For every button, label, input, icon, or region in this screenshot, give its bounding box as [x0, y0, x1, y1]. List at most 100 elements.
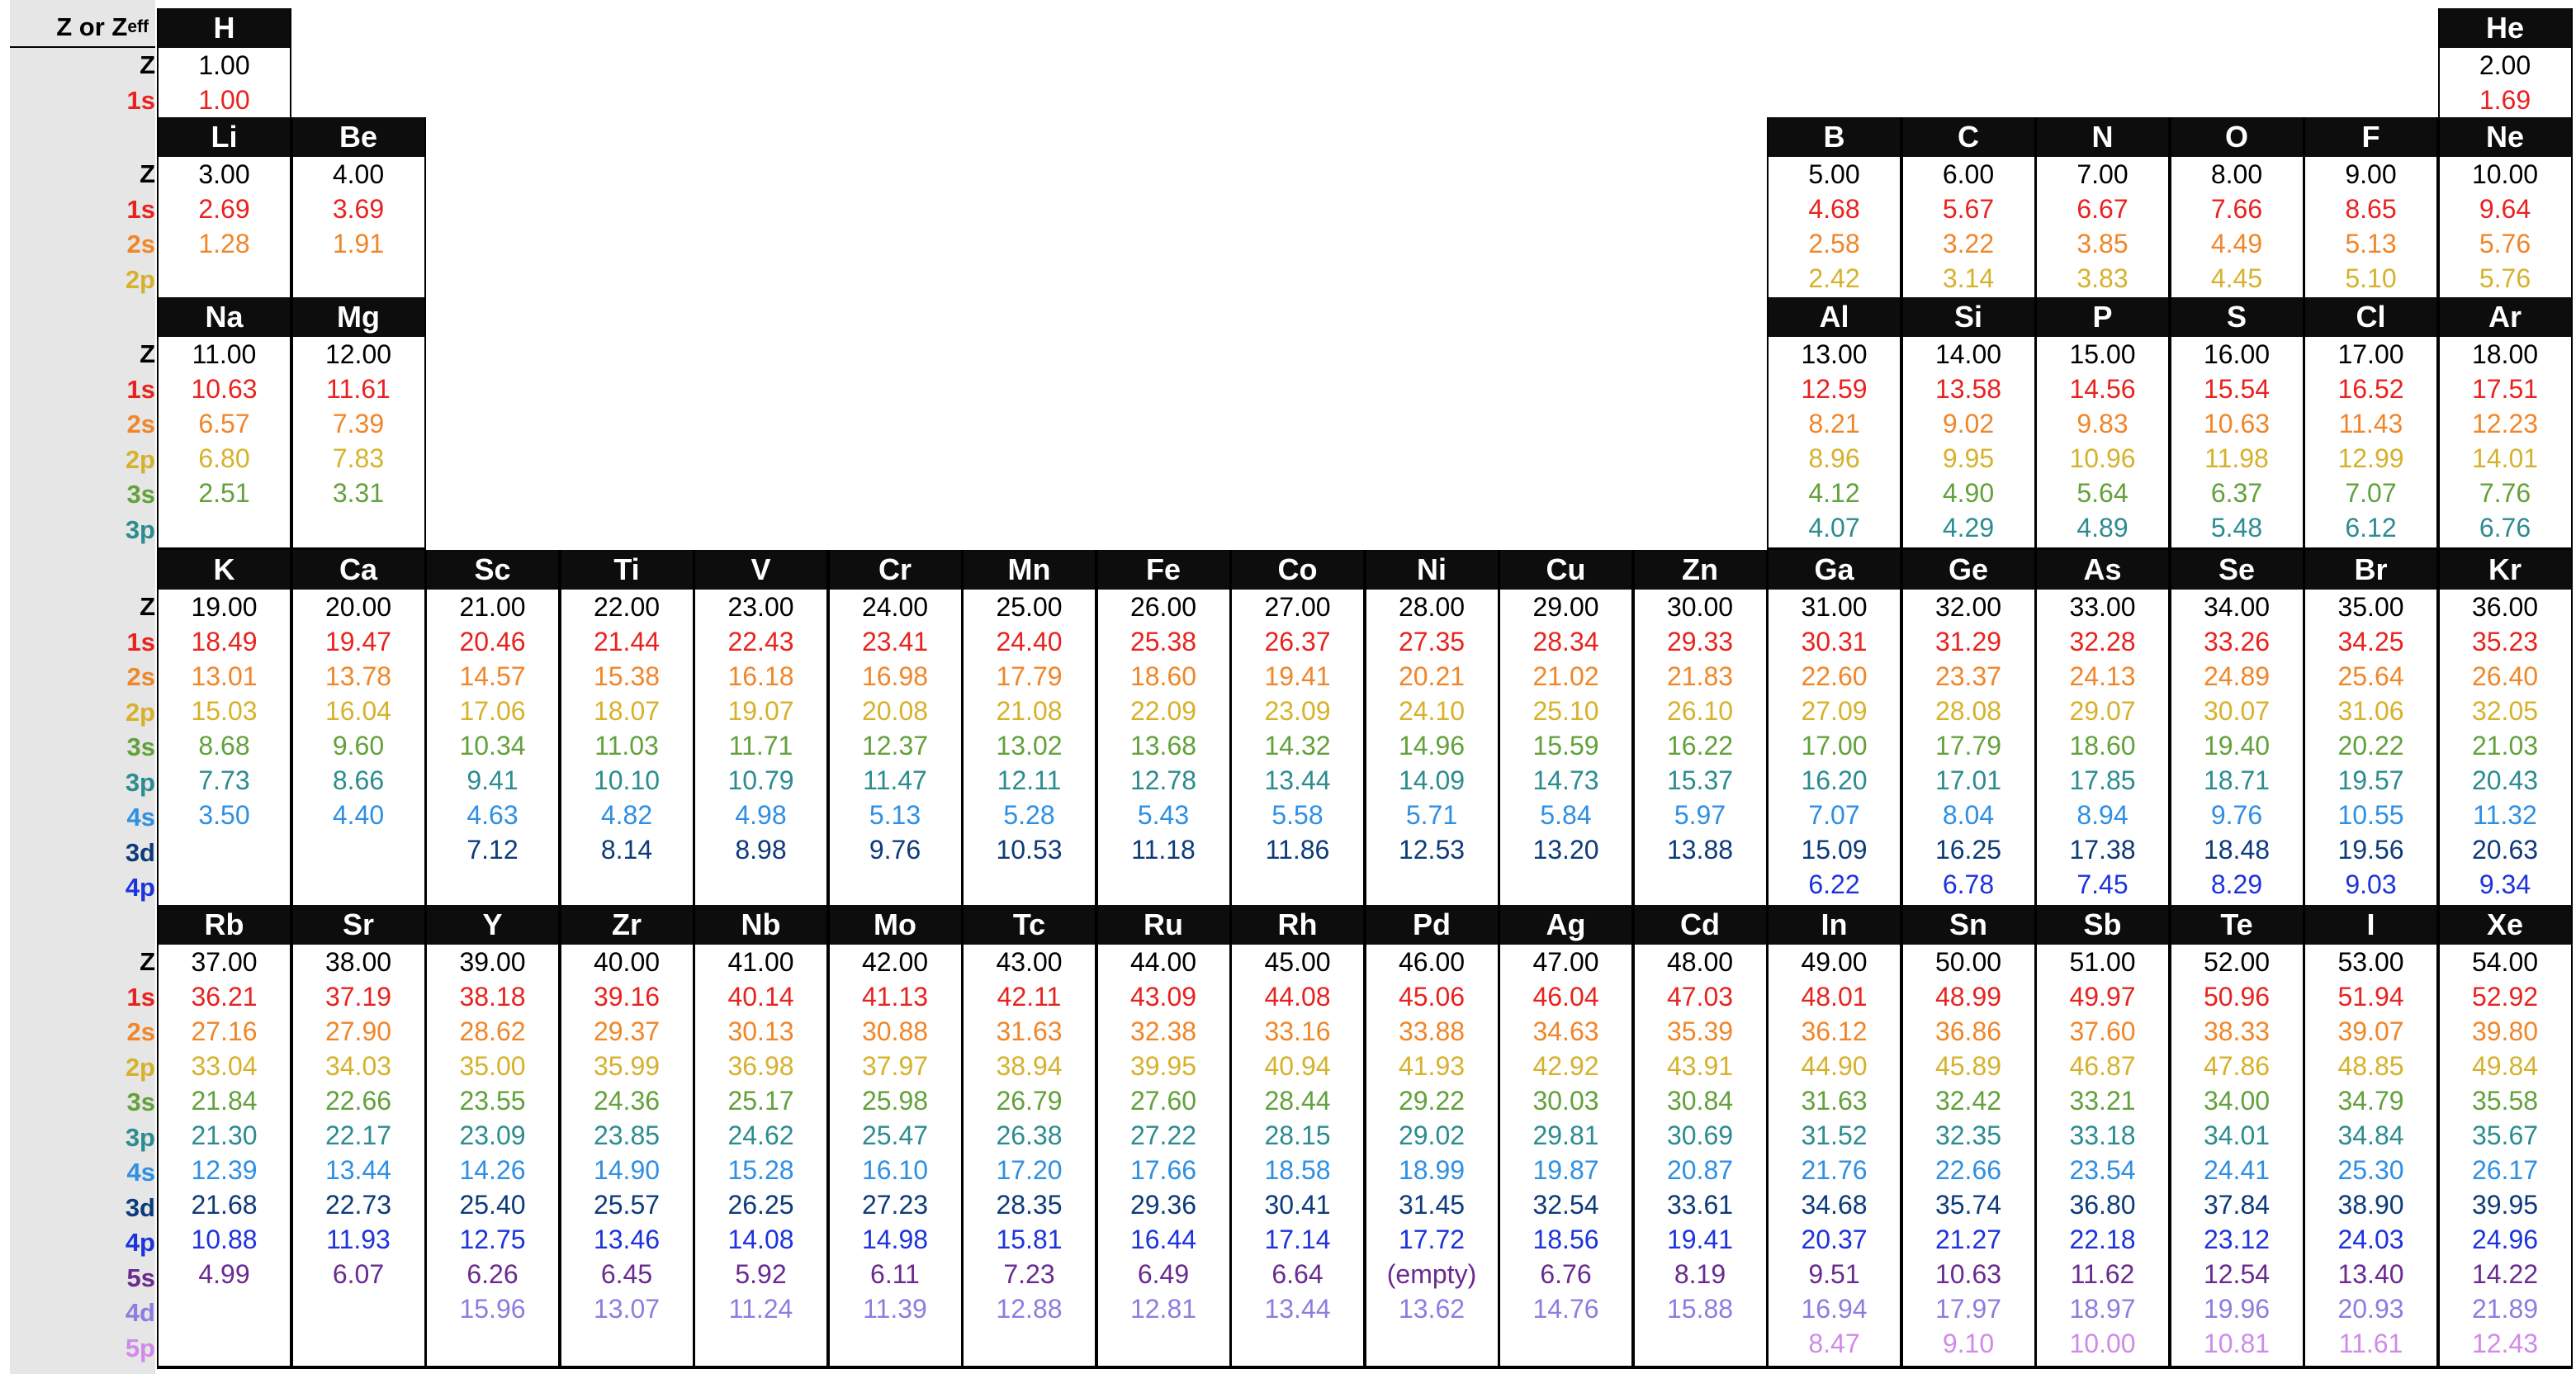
value-2s: 2.58	[1808, 229, 1860, 258]
value-2s: 28.62	[459, 1016, 526, 1046]
value-3p: 20.43	[2471, 765, 2539, 795]
value-3p: 17.01	[1934, 765, 2002, 795]
value-4s: 21.76	[1801, 1155, 1868, 1185]
value-2s: 5.76	[2479, 229, 2531, 258]
value-z: 29.00	[1532, 592, 1599, 622]
value-3p: 30.69	[1666, 1121, 1734, 1150]
value-3s: 25.98	[861, 1086, 929, 1116]
value-3s: 5.64	[2076, 478, 2129, 508]
value-4s: 19.87	[1532, 1155, 1599, 1185]
value-2p: 49.84	[2471, 1051, 2539, 1081]
element-cell-as: As 33.00 32.28 24.13 29.07 18.60 17.85 8.94 17.3…	[2035, 550, 2170, 909]
value-3s: 13.68	[1129, 731, 1197, 760]
value-4s: 16.10	[861, 1155, 929, 1185]
value-3p: 8.66	[332, 765, 385, 795]
value-3s: 21.03	[2471, 731, 2539, 760]
value-3d: 25.57	[593, 1190, 661, 1220]
element-symbol: I	[2305, 905, 2436, 945]
value-1s: 7.66	[2210, 194, 2263, 224]
element-symbol: Cu	[1500, 550, 1631, 590]
orbital-label-3p: 3p	[125, 514, 155, 544]
value-2s: 33.88	[1398, 1016, 1466, 1046]
element-cell-sr: Sr 38.00 37.19 27.90 34.03 22.66 22.17 13.44 22.…	[291, 905, 426, 1369]
orbital-label-z: Z	[140, 159, 155, 188]
value-3s: 7.76	[2479, 478, 2531, 508]
value-z: 25.00	[996, 592, 1063, 622]
value-3d: 8.14	[600, 835, 653, 865]
value-5p: 11.61	[2338, 1329, 2403, 1358]
value-z: 18.00	[2471, 339, 2539, 369]
value-4d	[159, 1291, 290, 1326]
element-cell-cd: Cd 48.00 47.03 35.39 43.91 30.84 30.69 20.87 33.…	[1632, 905, 1768, 1369]
element-symbol: Co	[1232, 550, 1363, 590]
value-2s: 16.18	[727, 661, 794, 691]
value-z: 51.00	[2069, 947, 2136, 977]
value-4p	[1232, 867, 1363, 902]
value-2p: 32.05	[2471, 696, 2539, 726]
value-4s: 4.63	[466, 800, 519, 830]
value-4s: 14.90	[593, 1155, 661, 1185]
value-4s: 22.66	[1934, 1155, 2002, 1185]
element-cell-te: Te 52.00 50.96 38.33 47.86 34.00 34.01 24.41 37.…	[2169, 905, 2304, 1369]
value-4s: 5.84	[1540, 800, 1592, 830]
value-3d: 26.25	[727, 1190, 794, 1220]
value-z: 49.00	[1801, 947, 1868, 977]
value-3d: 20.63	[2471, 835, 2539, 865]
value-3s: 29.22	[1398, 1086, 1466, 1116]
value-3d: 13.20	[1532, 835, 1599, 865]
value-2p: 11.98	[2204, 443, 2269, 473]
element-symbol: Cl	[2305, 297, 2436, 337]
value-3d: 33.61	[1666, 1190, 1734, 1220]
value-1s: 28.34	[1532, 627, 1599, 656]
value-2s: 22.60	[1801, 661, 1868, 691]
value-z: 11.00	[192, 339, 257, 369]
value-2p: 33.04	[191, 1051, 258, 1081]
value-3s: 32.42	[1934, 1086, 2002, 1116]
value-3d: 34.68	[1801, 1190, 1868, 1220]
value-z: 26.00	[1129, 592, 1197, 622]
value-4p: 7.45	[2076, 869, 2129, 899]
value-2s: 34.63	[1532, 1016, 1599, 1046]
value-5s: 6.07	[332, 1259, 385, 1289]
value-2p: 10.96	[2069, 443, 2136, 473]
value-2p: 19.07	[727, 696, 794, 726]
value-5p	[964, 1326, 1095, 1361]
value-1s: 45.06	[1398, 982, 1466, 1012]
value-z: 19.00	[191, 592, 258, 622]
value-2p: 22.09	[1129, 696, 1197, 726]
value-2s: 30.13	[727, 1016, 794, 1046]
value-1s: 35.23	[2471, 627, 2539, 656]
value-4p: 15.81	[996, 1225, 1063, 1254]
value-1s: 49.97	[2069, 982, 2136, 1012]
value-3d: 15.09	[1801, 835, 1868, 865]
value-2s: 6.57	[198, 409, 250, 438]
value-3s: 13.02	[996, 731, 1063, 760]
element-cell-si: Si 14.00 13.58 9.02 9.95 4.90 4.29	[1901, 297, 2036, 551]
value-1s: 50.96	[2203, 982, 2271, 1012]
element-cell-mo: Mo 42.00 41.13 30.88 37.97 25.98 25.47 16.10 27.…	[827, 905, 963, 1369]
value-2s: 36.86	[1934, 1016, 2002, 1046]
element-cell-cl: Cl 17.00 16.52 11.43 12.99 7.07 6.12	[2304, 297, 2438, 551]
value-z: 3.00	[198, 159, 250, 189]
value-4s: 5.43	[1137, 800, 1190, 830]
value-1s: 1.69	[2479, 85, 2531, 115]
value-2p: 26.10	[1666, 696, 1734, 726]
value-4p: 9.03	[2345, 869, 2397, 899]
value-3s: 26.79	[996, 1086, 1063, 1116]
value-2s: 10.63	[2203, 409, 2271, 438]
element-cell-fe: Fe 26.00 25.38 18.60 22.09 13.68 12.78 5.43 11.1…	[1096, 550, 1231, 909]
value-4s: 4.82	[600, 800, 653, 830]
value-2s: 36.12	[1801, 1016, 1868, 1046]
value-4p: 14.08	[727, 1225, 794, 1254]
element-cell-sc: Sc 21.00 20.46 14.57 17.06 10.34 9.41 4.63 7.12	[425, 550, 560, 909]
orbital-label-2p: 2p	[125, 444, 155, 474]
value-1s: 42.11	[997, 982, 1062, 1012]
value-3s: 9.60	[332, 731, 385, 760]
value-4d: 11.39	[863, 1294, 927, 1324]
value-2p: 17.06	[459, 696, 526, 726]
value-3d: 30.41	[1264, 1190, 1331, 1220]
value-3d: 7.12	[466, 835, 519, 865]
element-symbol: Y	[427, 905, 558, 945]
value-5p	[159, 1326, 290, 1361]
